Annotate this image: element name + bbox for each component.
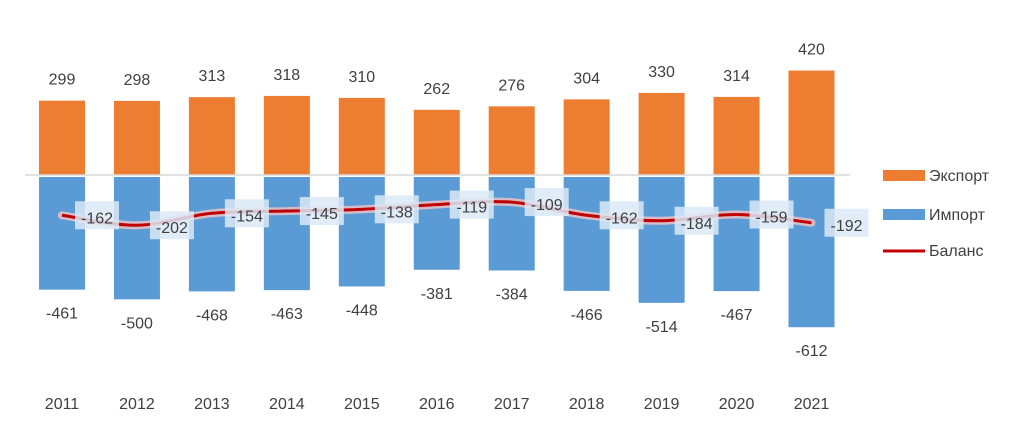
export-bar-2019 bbox=[638, 92, 685, 175]
balance-label-bg-2016 bbox=[449, 190, 494, 219]
export-label-2016: 262 bbox=[423, 81, 450, 98]
export-label-2017: 276 bbox=[498, 77, 525, 94]
import-label-2021: -612 bbox=[795, 343, 827, 360]
balance-label-bg-2018 bbox=[599, 201, 644, 230]
x-tick-2019: 2019 bbox=[644, 396, 680, 413]
balance-label-bg-2015 bbox=[374, 195, 419, 224]
x-tick-2021: 2021 bbox=[794, 396, 830, 413]
balance-label-2015: -138 bbox=[381, 204, 413, 221]
export-label-2011: 299 bbox=[49, 72, 76, 89]
x-tick-2011: 2011 bbox=[45, 396, 80, 413]
export-label-2020: 314 bbox=[723, 68, 750, 85]
balance-label-bg-2020 bbox=[749, 200, 794, 229]
balance-label-bg-2014 bbox=[299, 197, 344, 226]
import-labels: -461 -500 -468 -463 -448 -381 -384 -466 -514 -467… bbox=[46, 286, 828, 360]
x-tick-2012: 2012 bbox=[119, 396, 155, 413]
export-label-2015: 310 bbox=[348, 69, 375, 86]
export-bar-2011 bbox=[39, 100, 85, 175]
legend-swatch-0 bbox=[883, 170, 925, 181]
x-tick-2013: 2013 bbox=[194, 396, 230, 413]
export-bar-2021 bbox=[788, 70, 835, 175]
balance-label-2021: -192 bbox=[830, 218, 862, 235]
export-labels: 299 298 313 318 310 262 276 304 330 314 420 bbox=[49, 42, 825, 98]
legend-label-2: Баланс bbox=[929, 243, 983, 260]
balance-label-bg-2021 bbox=[824, 208, 869, 237]
legend-swatch-1 bbox=[883, 209, 925, 220]
import-label-2014: -463 bbox=[271, 306, 303, 323]
balance-label-2018: -162 bbox=[606, 210, 638, 227]
legend-label-1: Импорт bbox=[929, 207, 986, 224]
import-bar-2015 bbox=[338, 177, 385, 287]
export-label-2018: 304 bbox=[573, 70, 600, 87]
export-bar-2018 bbox=[563, 99, 610, 175]
export-label-2012: 298 bbox=[124, 72, 151, 89]
balance-label-bg-2013 bbox=[224, 199, 269, 228]
balance-label-2011: -162 bbox=[81, 210, 113, 227]
export-bar-2014 bbox=[263, 95, 310, 175]
x-tick-2016: 2016 bbox=[419, 396, 455, 413]
x-axis-tick-labels: 2011 2012 2013 2014 2015 2016 2017 2018 2019 2020… bbox=[45, 396, 830, 413]
legend-label-0: Экспорт bbox=[929, 168, 990, 185]
balance-label-bg-2019 bbox=[674, 206, 719, 235]
export-bar-2016 bbox=[413, 109, 460, 175]
import-label-2013: -468 bbox=[196, 307, 228, 324]
import-bar-2014 bbox=[263, 177, 310, 291]
export-bar-2017 bbox=[488, 106, 535, 175]
import-bar-2020 bbox=[713, 177, 760, 292]
x-tick-2014: 2014 bbox=[269, 396, 305, 413]
import-label-2015: -448 bbox=[346, 302, 378, 319]
x-tick-2020: 2020 bbox=[719, 396, 755, 413]
x-tick-2015: 2015 bbox=[344, 396, 380, 413]
import-bar-2011 bbox=[39, 177, 85, 290]
legend: Экспорт Импорт Баланс bbox=[883, 168, 990, 260]
import-bar-2013 bbox=[188, 177, 235, 292]
import-bar-2021 bbox=[788, 177, 835, 328]
balance-label-bg-2012 bbox=[149, 211, 194, 240]
balance-label-2017: -109 bbox=[531, 197, 563, 214]
import-label-2011: -461 bbox=[46, 306, 78, 323]
balance-label-2019: -184 bbox=[681, 216, 713, 233]
export-bar-2013 bbox=[188, 97, 235, 175]
import-label-2012: -500 bbox=[121, 315, 153, 332]
export-label-2014: 318 bbox=[273, 67, 300, 84]
import-label-2017: -384 bbox=[496, 287, 528, 304]
balance-label-2020: -159 bbox=[756, 210, 788, 227]
balance-labels: -162 -202 -154 -145 -138 -119 -109 -162 -184 -159… bbox=[75, 188, 869, 240]
export-bar-2012 bbox=[113, 100, 160, 175]
import-bars bbox=[39, 177, 835, 328]
export-label-2013: 313 bbox=[199, 68, 226, 85]
x-tick-2017: 2017 bbox=[494, 396, 530, 413]
balance-label-2014: -145 bbox=[306, 206, 338, 223]
export-label-2019: 330 bbox=[648, 64, 675, 81]
balance-label-bg-2017 bbox=[524, 188, 569, 217]
balance-label-bg-2011 bbox=[75, 201, 119, 230]
balance-label-2012: -202 bbox=[156, 220, 188, 237]
import-label-2019: -514 bbox=[646, 319, 678, 336]
import-label-2016: -381 bbox=[421, 286, 453, 303]
balance-label-2016: -119 bbox=[456, 200, 487, 217]
import-label-2020: -467 bbox=[721, 307, 753, 324]
export-bars bbox=[39, 70, 835, 175]
balance-label-2013: -154 bbox=[231, 208, 263, 225]
x-tick-2018: 2018 bbox=[569, 396, 605, 413]
import-bar-2019 bbox=[638, 177, 685, 303]
export-label-2021: 420 bbox=[798, 42, 825, 59]
export-bar-2020 bbox=[713, 96, 760, 175]
import-bar-2018 bbox=[563, 177, 610, 291]
import-label-2018: -466 bbox=[571, 307, 603, 324]
export-bar-2015 bbox=[338, 97, 385, 175]
